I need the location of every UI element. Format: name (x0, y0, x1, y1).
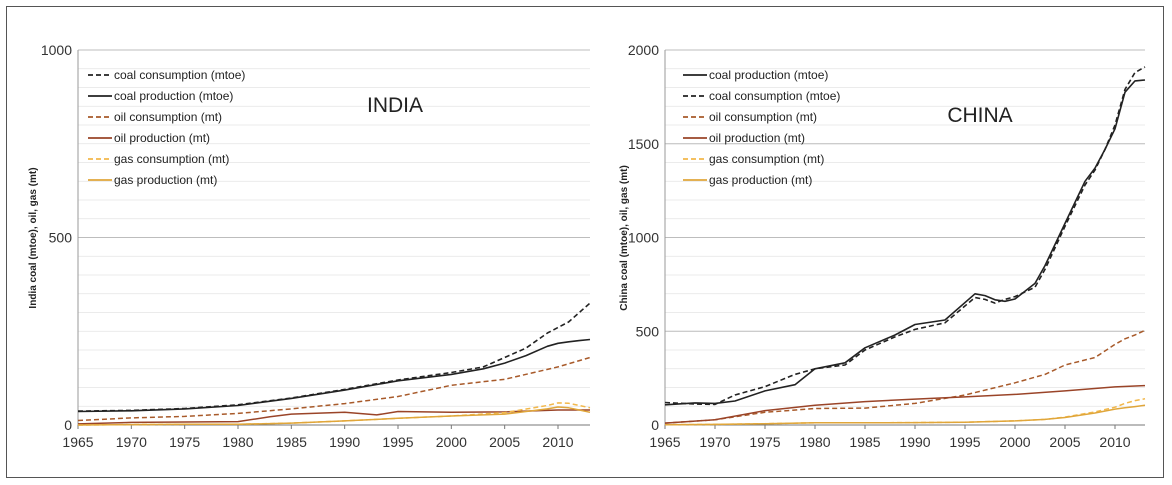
y-tick-label: 1000 (41, 42, 72, 58)
x-tick-label: 1970 (116, 434, 147, 450)
series-line-oil-consumption-mt- (77, 356, 591, 422)
series-line-oil-production-mt- (664, 384, 1146, 424)
y-tick-label: 1000 (628, 230, 659, 246)
legend-label: gas production (mt) (114, 173, 217, 187)
x-tick-label: 1980 (222, 434, 253, 450)
x-tick-label: 1985 (276, 434, 307, 450)
y-tick-label: 1500 (628, 136, 659, 152)
india-chart: 0 500 1000 1965 1970 1975 1980 1985 1990 1995 2000… (28, 42, 591, 450)
x-tick-label: 2000 (436, 434, 467, 450)
x-tick-label: 1980 (799, 434, 830, 450)
series-line-coal-production-mtoe- (664, 79, 1146, 406)
series-line-gas-production-mt- (664, 404, 1146, 426)
legend-label: coal consumption (mtoe) (709, 89, 840, 103)
india-series (77, 302, 591, 426)
x-tick-label: 2005 (1049, 434, 1080, 450)
x-tick-label: 1965 (649, 434, 680, 450)
y-tick-label: 500 (636, 323, 660, 339)
x-tick-label: 1965 (62, 434, 93, 450)
china-y-axis-label: China coal (mtoe), oil, gas (mt) (619, 165, 630, 311)
series-line-gas-consumption-mt- (664, 398, 1146, 426)
y-tick-label: 0 (64, 417, 72, 433)
india-title: INDIA (367, 94, 423, 117)
x-tick-label: 1995 (382, 434, 413, 450)
x-tick-label: 2000 (999, 434, 1030, 450)
legend-label: gas consumption (mt) (709, 152, 824, 166)
x-tick-label: 2010 (542, 434, 573, 450)
x-tick-label: 1985 (849, 434, 880, 450)
india-y-axis-label: India coal (mtoe), oil, gas (mt) (28, 167, 39, 308)
series-line-coal-consumption-mtoe- (664, 66, 1146, 406)
series-line-coal-production-mtoe- (77, 338, 591, 413)
x-tick-label: 2010 (1099, 434, 1130, 450)
legend-label: coal consumption (mtoe) (114, 68, 245, 82)
legend-label: oil production (mt) (709, 131, 805, 145)
x-tick-label: 1970 (699, 434, 730, 450)
india-ticks: 0 500 1000 1965 1970 1975 1980 1985 1990 1995 2000… (41, 42, 574, 450)
legend-label: oil consumption (mt) (114, 110, 222, 124)
legend-label: gas production (mt) (709, 173, 812, 187)
y-tick-label: 0 (651, 417, 659, 433)
x-tick-label: 1995 (949, 434, 980, 450)
china-title: CHINA (947, 104, 1012, 127)
china-ticks: 0 500 1000 1500 2000 1965 1970 1975 1980 1985 1990… (628, 42, 1131, 450)
x-tick-label: 2005 (489, 434, 520, 450)
legend-label: coal production (mtoe) (114, 89, 233, 103)
india-gridlines (78, 49, 590, 407)
y-tick-label: 2000 (628, 42, 659, 58)
china-chart: 0 500 1000 1500 2000 1965 1970 1975 1980 1985 1990… (619, 42, 1146, 450)
china-series (664, 66, 1146, 426)
china-gridlines (665, 49, 1145, 407)
legend-label: gas consumption (mt) (114, 152, 229, 166)
china-legend: coal production (mtoe) coal consumption (… (683, 68, 840, 187)
y-tick-label: 500 (49, 230, 73, 246)
x-tick-label: 1990 (329, 434, 360, 450)
x-tick-label: 1990 (899, 434, 930, 450)
x-tick-label: 1975 (169, 434, 200, 450)
legend-label: coal production (mtoe) (709, 68, 828, 82)
legend-label: oil consumption (mt) (709, 110, 817, 124)
figure-frame (6, 6, 1164, 478)
series-line-coal-consumption-mtoe- (77, 302, 591, 412)
legend-label: oil production (mt) (114, 131, 210, 145)
series-line-oil-consumption-mt- (664, 329, 1146, 424)
india-legend: coal consumption (mtoe) coal production (… (88, 68, 245, 187)
x-tick-label: 1975 (749, 434, 780, 450)
series-line-gas-production-mt- (77, 406, 591, 426)
